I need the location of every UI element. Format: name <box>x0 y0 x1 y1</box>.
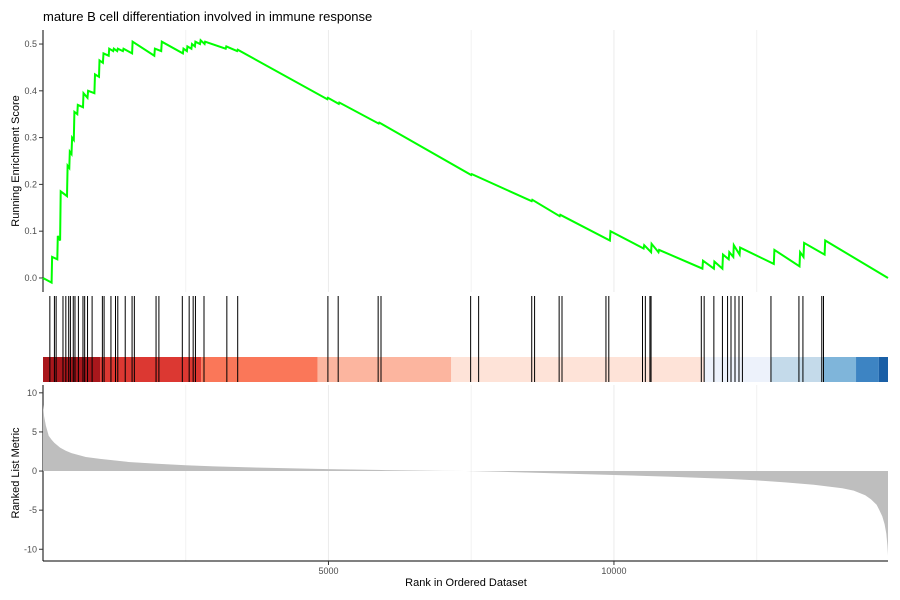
vertical-gridlines <box>185 30 758 561</box>
es-y-ticks: 0.0 0.1 0.2 0.3 0.4 0.5 <box>24 39 43 283</box>
rank-gradient-bar <box>43 357 888 382</box>
metric-y-tick-label: 5 <box>32 427 37 437</box>
x-tick-label: 5000 <box>318 566 338 576</box>
gradient-band <box>770 357 823 382</box>
gradient-band <box>856 357 879 382</box>
running-enrichment-panel: 0.0 0.1 0.2 0.3 0.4 0.5 Running Enrichment Sc… <box>10 30 889 292</box>
metric-y-axis-title: Ranked List Metric <box>10 427 22 519</box>
es-y-tick-label: 0.1 <box>24 226 37 236</box>
gradient-band <box>201 357 318 382</box>
es-y-tick-label: 0.4 <box>24 86 37 96</box>
ranked-list-panel: 10 5 0 -5 -10 Ranked List Metric <box>10 385 888 562</box>
gradient-band <box>704 357 771 382</box>
x-ticks: 5000 10000 <box>318 561 626 576</box>
gradient-band <box>317 357 452 382</box>
metric-y-tick-label: 10 <box>27 388 37 398</box>
gene-hit-lines <box>49 296 824 382</box>
ranked-metric-area <box>43 404 888 556</box>
es-y-tick-label: 0.3 <box>24 133 37 143</box>
es-y-axis-title: Running Enrichment Score <box>10 95 22 226</box>
metric-y-tick-label: 0 <box>32 466 37 476</box>
es-y-tick-label: 0.0 <box>24 273 37 283</box>
gradient-band <box>451 357 705 382</box>
enrichment-score-line <box>42 38 889 285</box>
es-y-tick-label: 0.2 <box>24 179 37 189</box>
gene-hit-panel <box>43 296 888 382</box>
es-y-tick-label: 0.5 <box>24 39 37 49</box>
gradient-band <box>822 357 857 382</box>
gradient-band <box>100 357 202 382</box>
gradient-band <box>878 357 888 382</box>
metric-y-tick-label: -5 <box>29 505 37 515</box>
gradient-band <box>43 357 101 382</box>
x-tick-label: 10000 <box>601 566 626 576</box>
chart-title: mature B cell differentiation involved i… <box>43 9 372 24</box>
x-axis-title: Rank in Ordered Dataset <box>405 577 527 589</box>
metric-y-ticks: 10 5 0 -5 -10 <box>24 388 43 554</box>
metric-y-tick-label: -10 <box>24 544 37 554</box>
